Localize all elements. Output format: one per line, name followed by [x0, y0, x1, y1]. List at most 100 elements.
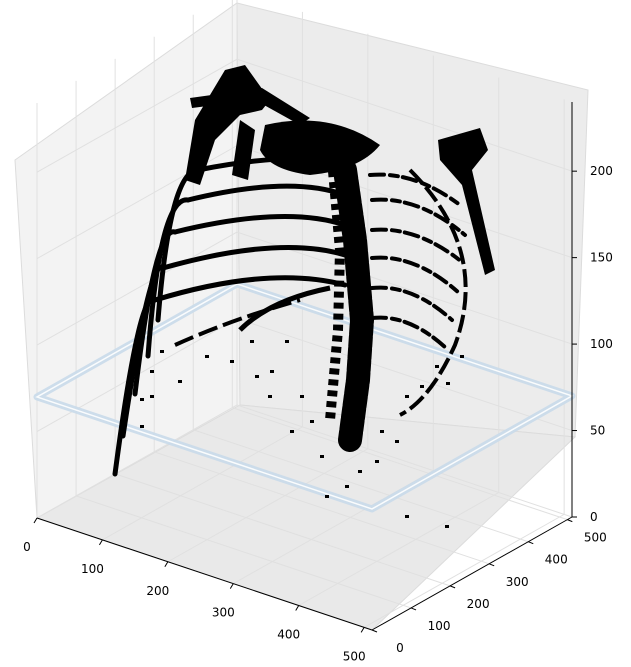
x-tick-label: 100: [81, 562, 104, 576]
voxel-point: [460, 355, 464, 358]
voxel-point: [270, 370, 274, 373]
grid-line: [114, 473, 451, 587]
rib-right: [370, 285, 454, 322]
voxel-point: [290, 430, 294, 433]
voxel-point: [358, 470, 362, 473]
rib-right: [370, 197, 467, 237]
rib-right: [370, 227, 464, 264]
grid-line: [236, 404, 573, 518]
rib-right: [368, 172, 462, 207]
rib-right: [370, 255, 460, 294]
rib-left-lower: [174, 298, 301, 347]
spine: [333, 158, 375, 452]
y-tick-label: 200: [467, 597, 490, 611]
grid-line: [36, 231, 238, 346]
y-axis-line: [371, 516, 573, 631]
grid-line: [363, 513, 565, 628]
scapula-left-lower: [232, 120, 255, 180]
grid-line: [236, 231, 573, 345]
x-tick-label: 200: [146, 584, 169, 598]
x-tick-mark: [99, 539, 103, 546]
voxel-point: [395, 440, 399, 443]
upper-chest: [260, 120, 380, 175]
voxel-point: [420, 385, 424, 388]
rib-left-top: [152, 275, 348, 303]
voxel-point: [285, 340, 289, 343]
rib-left-top: [172, 213, 348, 235]
skeleton-points: [112, 65, 495, 528]
voxel-point: [435, 365, 439, 368]
grid-line: [75, 495, 412, 609]
rib-left-top: [185, 183, 348, 203]
x-tick-label: 300: [212, 606, 235, 620]
grid-line: [236, 58, 573, 172]
voxel-point: [230, 360, 234, 363]
voxel-point: [268, 395, 272, 398]
rib-cage-right: [399, 168, 468, 417]
voxel-point: [445, 525, 449, 528]
clavicle-left: [190, 88, 310, 125]
humerus-right: [438, 128, 495, 275]
spine-process: [325, 159, 346, 421]
y-tick-label: 100: [428, 619, 451, 633]
x-tick-label: 400: [277, 628, 300, 642]
grid-line: [298, 492, 499, 606]
x-tick-label: 0: [23, 540, 31, 554]
grid-line: [236, 318, 573, 432]
y-tick-mark: [489, 563, 495, 567]
z-tick-label: 100: [590, 337, 613, 351]
voxel-point: [310, 420, 314, 423]
rib-left-lower: [238, 285, 331, 332]
y-tick-mark: [410, 607, 417, 611]
voxel-point: [405, 515, 409, 518]
x-axis-line: [36, 517, 373, 631]
z-tick-label: 150: [590, 251, 613, 265]
x-tick-mark: [33, 517, 38, 524]
voxel-point: [140, 398, 144, 401]
voxel-point: [405, 395, 409, 398]
grid-line: [36, 404, 238, 519]
voxel-point: [375, 460, 379, 463]
grid-line: [232, 407, 568, 521]
voxel-point: [160, 350, 164, 353]
voxel-point: [205, 355, 209, 358]
x-tick-mark: [295, 605, 300, 611]
x-tick-mark: [360, 627, 365, 633]
y-tick-mark: [371, 629, 378, 633]
z-tick-label: 200: [590, 164, 613, 178]
y-tick-label: 400: [545, 553, 568, 567]
voxel-point: [140, 425, 144, 428]
voxel-point: [150, 395, 154, 398]
grid-line: [193, 429, 529, 543]
voxel-point: [446, 382, 450, 385]
y-tick-mark: [528, 541, 534, 545]
y-tick-label: 500: [584, 531, 607, 545]
z-tick-label: 50: [590, 424, 605, 438]
voxel-point: [345, 485, 349, 488]
grid-line: [102, 426, 303, 541]
x-tick-mark: [164, 561, 169, 568]
voxel-point: [325, 495, 329, 498]
voxel-point: [178, 380, 182, 383]
axis-ticks: 0 100 200 300 400 500 0 100 200 300 400 500 0 50 100 15…: [23, 164, 613, 663]
rib-right: [370, 315, 448, 350]
grid-line: [36, 58, 238, 173]
z-tick-label: 0: [590, 510, 598, 524]
voxel-point: [320, 455, 324, 458]
x-tick-mark: [229, 583, 234, 589]
y-tick-label: 300: [506, 575, 529, 589]
y-tick-mark: [449, 585, 456, 589]
back-pane: [236, 2, 589, 438]
voxel-point: [380, 430, 384, 433]
y-tick-label: 0: [396, 641, 404, 655]
voxel-point: [255, 375, 259, 378]
axes-panes: [14, 2, 589, 631]
rib-left: [132, 229, 178, 397]
x-tick-label: 500: [343, 649, 366, 663]
y-tick-mark: [567, 519, 573, 523]
voxel-point: [300, 395, 304, 398]
grid-line: [154, 451, 490, 565]
voxel-point: [250, 340, 254, 343]
rib-left: [112, 296, 158, 477]
